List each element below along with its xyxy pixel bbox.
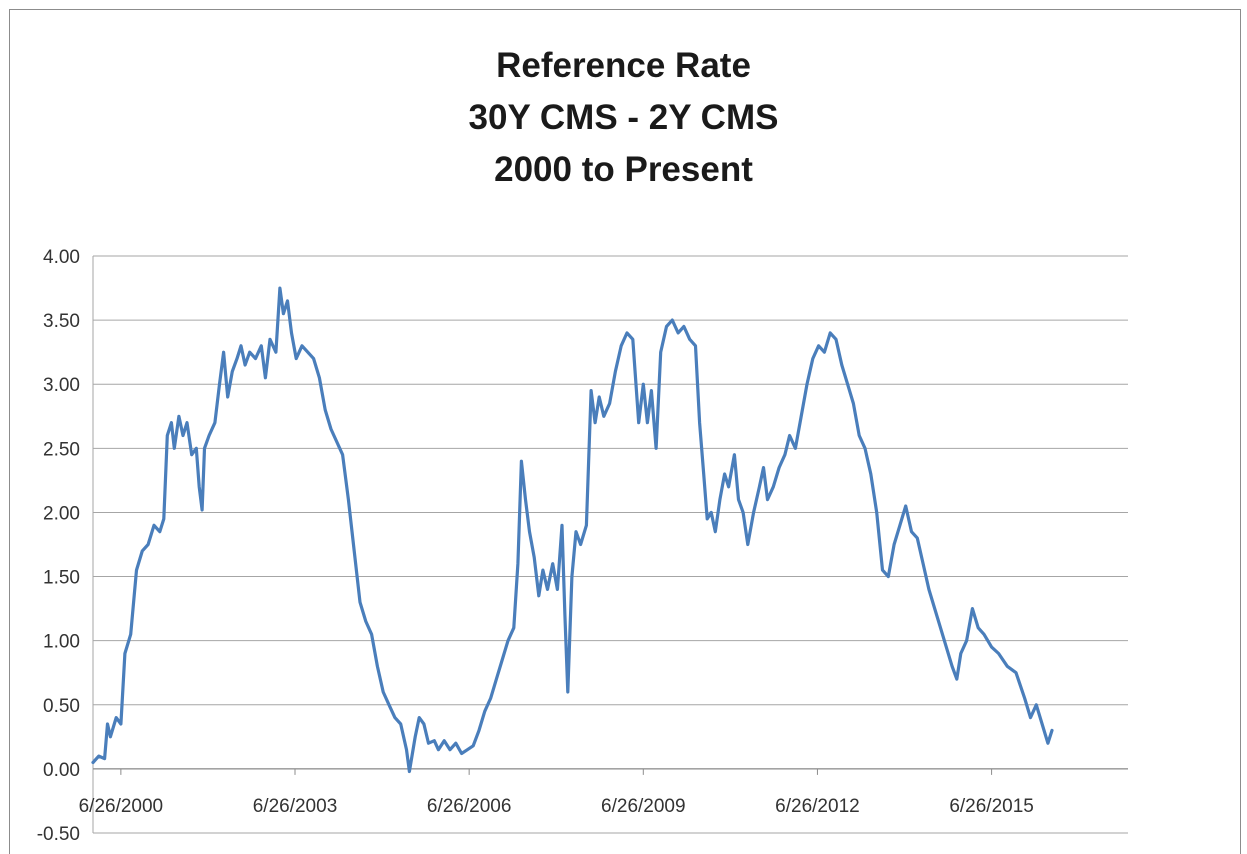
y-tick-label: 1.00	[43, 632, 80, 653]
chart-title-line-2: 30Y CMS - 2Y CMS	[468, 98, 779, 137]
x-tick-label: 6/26/2015	[949, 796, 1034, 817]
x-axis-ticks: 6/26/2000 6/26/2003 6/26/2006 6/26/2009 6/26…	[79, 768, 1034, 817]
chart-frame	[9, 9, 1241, 854]
chart-title: Reference Rate 30Y CMS - 2Y CMS 2000 to …	[0, 40, 1247, 196]
y-tick-label: 4.00	[43, 247, 80, 268]
x-tick-label: 6/26/2000	[79, 796, 164, 817]
y-tick-label: 3.50	[43, 311, 80, 332]
y-tick-label: 0.50	[43, 696, 80, 717]
chart-title-line-3: 2000 to Present	[494, 150, 753, 189]
chart-title-line-1: Reference Rate	[496, 46, 751, 85]
y-tick-label: 2.00	[43, 503, 80, 524]
x-tick-label: 6/26/2003	[253, 796, 338, 817]
y-tick-label: 2.50	[43, 439, 80, 460]
series-group	[91, 286, 1054, 774]
x-tick-label: 6/26/2006	[427, 796, 512, 817]
x-tick-label: 6/26/2009	[601, 796, 686, 817]
series-line	[91, 286, 1054, 774]
y-tick-label: 0.00	[43, 760, 80, 781]
y-tick-label: 1.50	[43, 568, 80, 589]
y-tick-label: -0.50	[37, 824, 80, 845]
y-tick-label: 3.00	[43, 375, 80, 396]
gridlines	[92, 255, 1128, 834]
x-tick-label: 6/26/2012	[775, 796, 860, 817]
y-axis-ticks: 4.00 3.50 3.00 2.50 2.00 1.50 1.00 0.50 0.00 -0.5…	[37, 247, 80, 845]
